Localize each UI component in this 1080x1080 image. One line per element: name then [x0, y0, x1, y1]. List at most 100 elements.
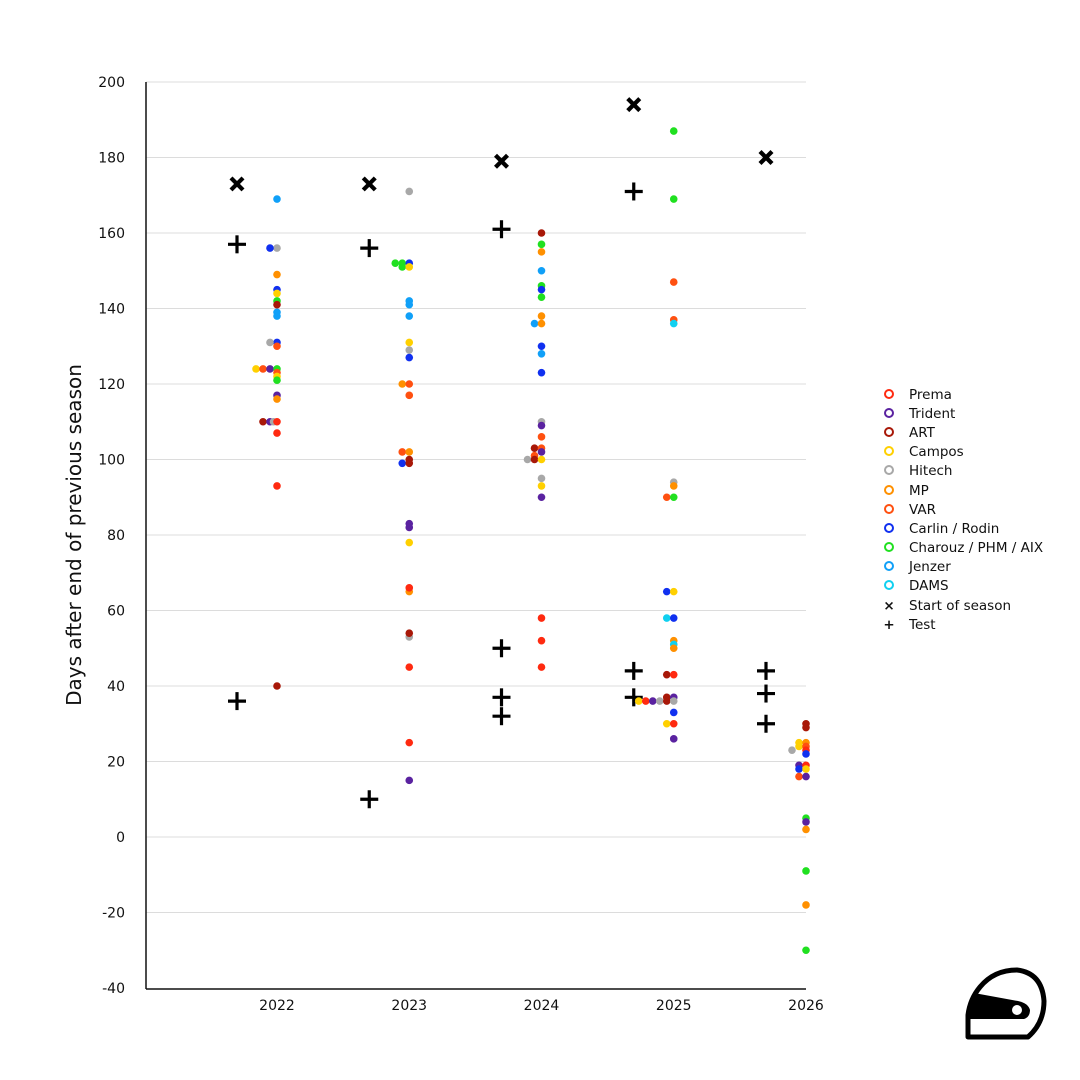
legend-item: Charouz / PHM / AIX: [883, 539, 1043, 558]
y-tick-label: -40: [102, 981, 125, 997]
data-point: [537, 248, 546, 256]
y-tick-label: 160: [98, 226, 125, 242]
grid-lines: [146, 81, 806, 913]
start-of-season-marker: [626, 97, 642, 113]
legend-swatch-icon: [883, 540, 895, 556]
test-marker: [624, 182, 643, 201]
start-of-season-marker: [361, 176, 377, 192]
data-point: [537, 663, 546, 671]
data-point: [669, 319, 678, 328]
data-point: [537, 448, 546, 456]
legend-label: Jenzer: [909, 559, 951, 576]
data-point: [669, 587, 678, 596]
data-point: [802, 901, 810, 909]
test-marker: [360, 790, 379, 809]
x-tick-label: 2024: [524, 998, 560, 1014]
legend-item: Carlin / Rodin: [883, 519, 1043, 538]
data-point: [537, 350, 546, 358]
data-point: [273, 482, 281, 490]
legend-swatch-icon: [883, 444, 895, 460]
data-point: [252, 365, 260, 373]
legend-item: + Test: [883, 615, 1043, 634]
data-point: [405, 459, 414, 468]
data-point: [537, 421, 546, 430]
y-tick-label: 40: [107, 679, 125, 695]
y-tick-label: 60: [107, 604, 125, 620]
data-point: [662, 670, 671, 679]
data-point: [669, 278, 678, 286]
data-point: [802, 825, 810, 834]
data-point: [662, 587, 671, 596]
data-point: [648, 697, 657, 705]
legend-item: Hitech: [883, 462, 1043, 481]
data-point: [537, 636, 546, 645]
data-point: [405, 346, 414, 354]
legend-label: Trident: [909, 405, 956, 422]
start-of-season-marker: [229, 176, 245, 192]
test-marker: [492, 688, 511, 707]
y-tick-label: 100: [98, 453, 125, 469]
data-point: [405, 523, 414, 532]
data-point: [662, 493, 671, 502]
y-tick-label: 200: [98, 75, 125, 91]
data-point: [802, 818, 810, 826]
legend-item: Jenzer: [883, 558, 1043, 577]
legend-label: Campos: [909, 444, 964, 461]
y-tick-label: 140: [98, 302, 125, 318]
data-point: [405, 538, 414, 547]
legend-label: Prema: [909, 386, 952, 403]
legend-label: Carlin / Rodin: [909, 520, 1000, 537]
data-point: [641, 697, 650, 705]
y-axis-label: Days after end of previous season: [62, 364, 86, 706]
data-point: [259, 417, 267, 426]
legend-label: MP: [909, 482, 929, 499]
data-point: [537, 240, 546, 249]
data-point: [537, 312, 546, 320]
data-point: [405, 300, 414, 309]
data-point: [669, 735, 678, 743]
legend-item: Prema: [883, 385, 1043, 404]
x-tick-label: 2023: [391, 998, 427, 1014]
test-marker: [624, 688, 643, 707]
data-point: [537, 342, 546, 351]
data-point: [398, 448, 407, 456]
data-point: [273, 417, 281, 426]
data-point: [273, 312, 281, 320]
data-point: [662, 614, 671, 622]
data-point: [259, 365, 267, 373]
legend-swatch-icon: [883, 463, 895, 479]
data-point: [669, 195, 678, 203]
data-point: [669, 697, 678, 705]
test-marker: [492, 639, 511, 658]
data-point: [795, 742, 803, 751]
data-point: [405, 448, 414, 456]
data-point: [802, 867, 810, 875]
data-point: [537, 285, 546, 294]
legend-label: DAMS: [909, 578, 949, 595]
legend-label: Charouz / PHM / AIX: [909, 540, 1044, 557]
y-tick-label: 120: [98, 377, 125, 393]
y-tick-label: 20: [107, 755, 125, 771]
legend-swatch-icon: [883, 502, 895, 518]
legend-swatch-icon: [883, 483, 895, 499]
data-point: [537, 319, 546, 328]
data-point: [398, 263, 407, 271]
data-point: [537, 293, 546, 301]
legend-label: Start of season: [909, 597, 1012, 614]
season-markers: [228, 97, 775, 809]
legend-swatch-icon: [883, 387, 895, 403]
data-point: [669, 614, 678, 622]
cross-marker-icon: ×: [883, 597, 895, 614]
data-point: [537, 482, 546, 490]
data-point: [795, 765, 803, 773]
y-tick-label: -20: [102, 906, 125, 922]
y-tick-label: 80: [107, 528, 125, 544]
data-point: [537, 455, 546, 464]
data-point: [405, 663, 414, 671]
data-point: [405, 391, 414, 400]
data-point: [405, 312, 414, 320]
data-point: [405, 380, 414, 388]
data-point: [405, 776, 414, 785]
